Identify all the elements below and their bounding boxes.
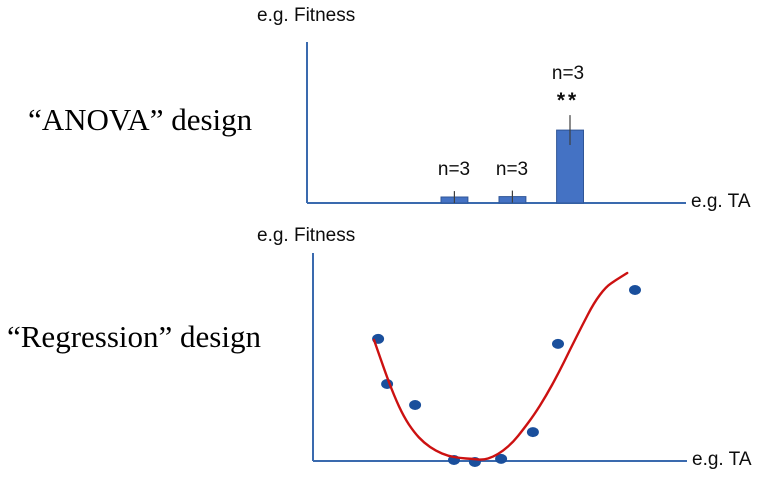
regression-x-axis-label: e.g. TA [692, 449, 752, 470]
anova-x-axis-label: e.g. TA [691, 191, 751, 212]
scatter-point-7 [552, 338, 564, 349]
bar-sample-size-label-2: n=3 [495, 159, 529, 180]
regression-fit-curve [372, 271, 629, 461]
regression-y-axis-label: e.g. Fitness [257, 225, 356, 246]
significance-marker: ** [556, 89, 580, 112]
bar-sample-size-label-1: n=3 [437, 159, 471, 180]
anova-bar-2 [556, 129, 584, 204]
scatter-point-8 [629, 285, 641, 295]
scatter-point-2 [409, 400, 422, 410]
anova-y-axis-label: e.g. Fitness [257, 5, 356, 26]
scatter-point-6 [526, 427, 539, 438]
scatter-point-5 [495, 453, 508, 464]
regression-panel-title: “Regression” design [7, 319, 261, 354]
bar-sample-size-label-3: n=3 [551, 63, 585, 84]
anova-panel-title: “ANOVA” design [28, 102, 253, 137]
